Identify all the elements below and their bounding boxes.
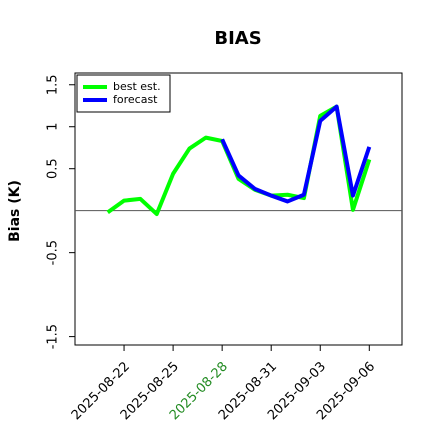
chart-title: BIAS (214, 28, 261, 49)
y-axis-label: Bias (K) (7, 180, 23, 242)
series-line (106, 104, 372, 217)
y-tick-label: 1.5 (46, 74, 61, 95)
y-tick-label: 1 (46, 123, 61, 131)
y-tick-label: -1.5 (46, 324, 61, 349)
legend-label: best est. (113, 80, 161, 93)
legend-label: forecast (113, 93, 158, 106)
y-tick-label: 0.5 (46, 158, 61, 179)
plot-frame (74, 72, 403, 346)
legend-box (76, 74, 171, 113)
y-tick-label: -0.5 (46, 240, 61, 265)
series-line (220, 104, 372, 204)
